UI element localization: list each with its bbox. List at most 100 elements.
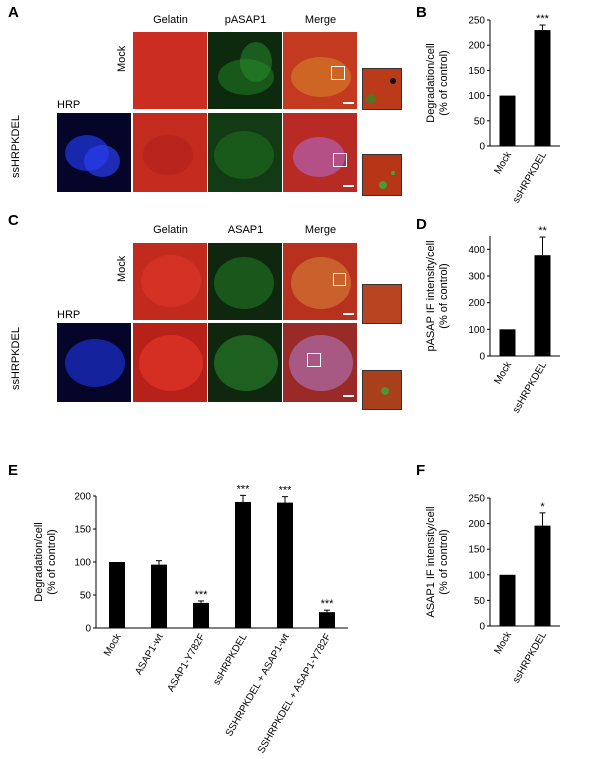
panel-label-c: C [8,212,19,229]
x-tick-label: ssHRPKDEL [511,630,549,685]
y-tick-label: 0 [85,624,91,635]
bar-sshrpkdel-asap1-y782f [319,612,335,628]
col-header-gelatin-c: Gelatin [153,224,188,236]
micrograph-c-mock-merge [283,243,357,320]
bar-mock [499,95,516,146]
panel-label-e: E [8,462,19,479]
y-axis-label: (% of control) [46,529,58,594]
y-axis-label: Degradation/cell [33,522,45,602]
y-tick-label: 0 [479,622,485,633]
zoom-box [331,66,345,80]
bar-sshrpkdel-asap1-wt [277,502,293,628]
inset-a-mock [362,68,402,110]
x-tick-label: ASAP1-wt [133,632,165,677]
micrograph-c-sshrp-merge [283,323,357,402]
col-header-merge-c: Merge [304,224,337,236]
panel-label-f: F [416,462,426,479]
significance-marker: *** [321,598,335,610]
x-tick-label: ssHRPKDEL [511,360,549,415]
y-tick-label: 150 [74,525,91,536]
bar-sshrpkdel [534,30,551,146]
y-tick-label: 0 [479,142,485,153]
row-label-mock-c: Mock [116,255,128,282]
col-header-gelatin-a: Gelatin [153,14,188,26]
micrograph-c-sshrp-asap1 [208,323,282,402]
bar-sshrpkdel [534,525,551,626]
x-tick-label: Mock [493,149,515,176]
zoom-box [307,353,321,367]
scale-bar [343,102,354,104]
bar-sshrpkdel [534,255,551,356]
micrograph-a-sshrp-gelatin [133,113,207,192]
hrp-label-c: HRP [57,309,81,321]
micrograph-c-mock-gelatin [133,243,207,320]
x-tick-label: ASAP1-Y782F [166,632,208,694]
micrograph-c-mock-asap1 [208,243,282,320]
significance-marker: *** [237,483,251,495]
inset-c-mock [362,284,402,324]
y-tick-label: 100 [468,570,485,581]
panel-label-a: A [8,4,19,21]
x-tick-label: ssHRPKDEL [511,150,549,205]
panel-label-d: D [416,216,427,233]
row-label-sshrpkdel-c: ssHRPKDEL [10,327,22,390]
micrograph-a-hrp [57,113,131,192]
y-tick-label: 100 [468,325,485,336]
col-header-pasap1-a: pASAP1 [224,14,267,26]
x-tick-label: Mock [493,629,515,656]
x-tick-label: ssHRPKDEL [211,632,249,687]
significance-marker: * [540,501,545,513]
scale-bar [343,185,354,187]
scale-bar [343,395,354,397]
y-tick-label: 200 [468,298,485,309]
micrograph-a-mock-pasap1 [208,32,282,109]
y-tick-label: 250 [468,16,485,27]
y-axis-label: (% of control) [438,263,450,328]
micrograph-c-hrp [57,323,131,402]
y-tick-label: 300 [468,272,485,283]
bar-mock [109,562,125,628]
bar-chart-d: pASAP IF intensity/cell (% of control) 0 10… [425,225,560,415]
y-tick-label: 200 [468,519,485,530]
micrograph-c-sshrp-gelatin [133,323,207,402]
micrograph-a-sshrp-merge [283,113,357,192]
panel-label-b: B [416,4,427,21]
col-header-asap1-c: ASAP1 [227,224,264,236]
hrp-label-a: HRP [57,99,81,111]
significance-marker: *** [536,13,550,25]
significance-marker: *** [195,589,209,601]
y-tick-label: 0 [479,352,485,363]
zoom-box [333,273,346,286]
y-tick-label: 400 [468,245,485,256]
bar-mock [499,574,516,626]
inset-c-sshrp [362,370,402,410]
bar-chart-b: Degradation/cell (% of control) 0 50 100 150 2… [425,13,560,205]
x-tick-label: Mock [493,359,515,386]
y-tick-label: 150 [468,545,485,556]
zoom-box [333,153,347,167]
y-tick-label: 100 [74,558,91,569]
row-label-sshrpkdel-a: ssHRPKDEL [10,115,22,178]
y-axis-label: (% of control) [438,50,450,115]
x-tick-label: SSHRPKDEL + ASAP1-Y782F [256,632,334,755]
significance-marker: *** [279,485,293,497]
y-tick-label: 50 [80,591,92,602]
y-tick-label: 50 [474,116,486,127]
bar-asap1-wt [151,564,167,628]
y-tick-label: 250 [468,494,485,505]
y-axis-label: Degradation/cell [425,43,437,123]
y-axis-label: ASAP1 IF intensity/cell [425,506,437,617]
y-axis-label: pASAP IF intensity/cell [425,240,437,351]
bar-chart-f: ASAP1 IF intensity/cell (% of control) 0 50… [425,494,560,685]
y-tick-label: 200 [74,492,91,503]
micrograph-a-mock-gelatin [133,32,207,109]
bar-chart-e: Degradation/cell (% of control) 0 50 100 150 2… [33,483,348,755]
micrograph-a-mock-merge [283,32,357,109]
y-tick-label: 50 [474,596,486,607]
y-tick-label: 100 [468,91,485,102]
y-tick-label: 200 [468,41,485,52]
micrograph-a-sshrp-pasap1 [208,113,282,192]
y-tick-label: 150 [468,66,485,77]
bar-sshrpkdel [235,501,251,628]
row-label-mock-a: Mock [116,45,128,72]
